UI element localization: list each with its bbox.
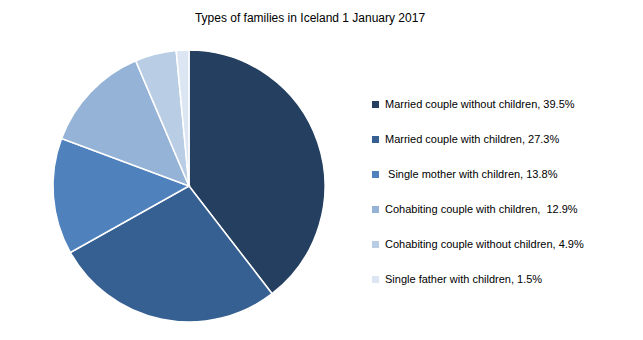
chart-container: Types of families in Iceland 1 January 2… <box>0 0 643 340</box>
legend-label: Cohabiting couple with children, 12.9% <box>385 203 578 215</box>
legend-swatch <box>372 241 379 248</box>
legend: Married couple without children, 39.5% Ma… <box>372 98 584 285</box>
pie-slice <box>176 50 189 186</box>
legend-label: Married couple with children, 27.3% <box>385 133 559 145</box>
legend-swatch <box>372 136 379 143</box>
legend-swatch <box>372 101 379 108</box>
legend-swatch <box>372 276 379 283</box>
chart-svg: Types of families in Iceland 1 January 2… <box>0 0 643 340</box>
pie <box>53 50 325 322</box>
background <box>0 0 643 340</box>
legend-label: Single mother with children, 13.8% <box>385 168 558 180</box>
legend-swatch <box>372 171 379 178</box>
legend-swatch <box>372 206 379 213</box>
pie-slice <box>136 51 189 186</box>
chart-title: Types of families in Iceland 1 January 2… <box>195 11 425 25</box>
legend-label: Single father with children, 1.5% <box>385 273 542 285</box>
legend-label: Married couple without children, 39.5% <box>385 98 575 110</box>
plot-area <box>53 50 325 322</box>
legend-label: Cohabiting couple without children, 4.9% <box>385 238 584 250</box>
